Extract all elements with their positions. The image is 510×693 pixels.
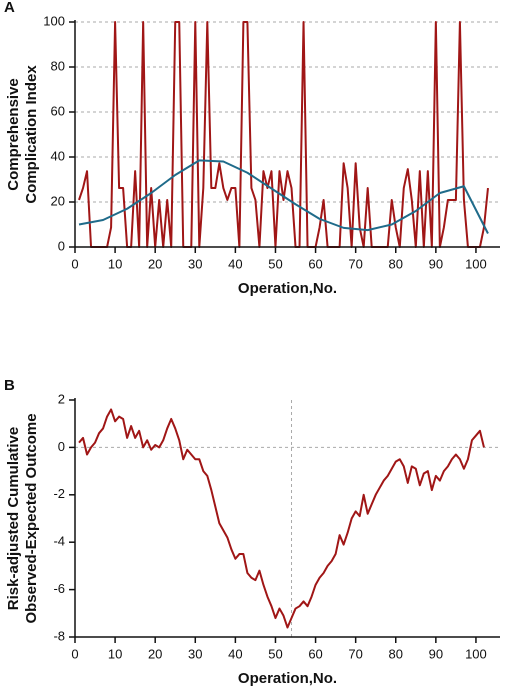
x-tick-label: 20 — [148, 256, 162, 271]
y-tick-label: -2 — [53, 486, 65, 501]
x-tick-label: 40 — [228, 646, 242, 661]
y-tick-label: -6 — [53, 581, 65, 596]
x-tick-label: 50 — [268, 256, 282, 271]
x-tick-label: 10 — [108, 646, 122, 661]
y-axis-title: Risk-adjusted Cumulative — [5, 427, 22, 610]
x-tick-label: 0 — [71, 646, 78, 661]
y-axis-title: Observed-Expected Outcome — [23, 413, 40, 623]
y-tick-label: 60 — [51, 103, 65, 118]
x-tick-label: 100 — [465, 256, 487, 271]
y-tick-label: -8 — [53, 628, 65, 643]
x-tick-label: 60 — [308, 256, 322, 271]
x-tick-label: 0 — [71, 256, 78, 271]
x-tick-label: 70 — [348, 646, 362, 661]
y-tick-label: 0 — [58, 439, 65, 454]
y-axis-title: Complication Index — [23, 65, 40, 204]
y-tick-label: 0 — [58, 238, 65, 253]
x-tick-label: 60 — [308, 646, 322, 661]
x-tick-label: 70 — [348, 256, 362, 271]
x-tick-label: 40 — [228, 256, 242, 271]
x-tick-label: 20 — [148, 646, 162, 661]
x-tick-label: 90 — [429, 256, 443, 271]
x-axis-title: Operation,No. — [238, 280, 337, 297]
y-tick-label: -4 — [53, 534, 65, 549]
x-tick-label: 80 — [389, 256, 403, 271]
y-tick-label: 20 — [51, 193, 65, 208]
panel-label: A — [4, 0, 15, 16]
panel-label: B — [4, 377, 15, 394]
x-tick-label: 30 — [188, 256, 202, 271]
y-tick-label: 2 — [58, 391, 65, 406]
data-line — [78, 159, 489, 234]
x-tick-label: 30 — [188, 646, 202, 661]
y-tick-label: 100 — [43, 13, 65, 28]
y-tick-label: 80 — [51, 58, 65, 73]
x-tick-label: 80 — [389, 646, 403, 661]
x-axis-title: Operation,No. — [238, 670, 337, 687]
data-line — [78, 21, 489, 248]
data-line — [78, 408, 485, 629]
x-tick-label: 100 — [465, 646, 487, 661]
y-axis-title: Comprehensive — [5, 78, 22, 191]
y-tick-label: 40 — [51, 148, 65, 163]
x-tick-label: 10 — [108, 256, 122, 271]
x-tick-label: 50 — [268, 646, 282, 661]
x-tick-label: 90 — [429, 646, 443, 661]
